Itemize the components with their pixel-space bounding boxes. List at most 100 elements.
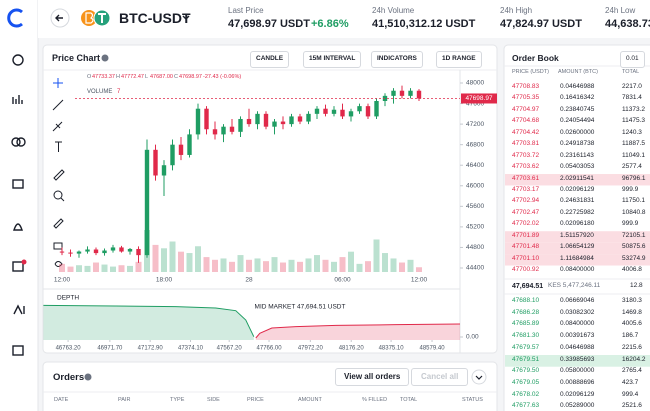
total: 11887.5	[622, 140, 646, 148]
total: 4005.6	[622, 320, 642, 328]
total: 72105.1	[622, 231, 646, 239]
price: 47703.61	[512, 174, 540, 182]
volume-bar	[382, 253, 388, 272]
pair-chevron[interactable]	[182, 15, 190, 20]
candle-body	[153, 149, 158, 176]
total: 999.9	[622, 220, 639, 228]
volume-bar	[76, 265, 82, 272]
y-tick-label: 0.00	[466, 334, 479, 341]
volume-bar	[322, 259, 329, 272]
x-tick-label: 28	[245, 277, 253, 284]
y-tick-label: 46400	[466, 162, 484, 169]
x-tick-label: 47766.00	[257, 346, 283, 352]
stat-value: 41,510,312.12 USDT	[372, 18, 476, 30]
ohlc-legend: 47733.37	[92, 74, 115, 80]
total: 1469.8	[622, 308, 642, 316]
amount: 0.06669046	[560, 297, 595, 304]
price: 47701.89	[512, 231, 540, 239]
precision-select[interactable]: 0.01	[620, 51, 645, 68]
column-header: TYPE	[170, 397, 185, 403]
amount: 0.16416342	[560, 94, 595, 102]
volume-value: 7	[117, 89, 121, 95]
candle-body	[391, 90, 396, 96]
amount: 0.24054494	[560, 117, 595, 125]
toolbar-button[interactable]: CANDLE	[250, 51, 290, 68]
total: 186.7	[622, 332, 639, 340]
candle-body	[195, 108, 201, 135]
amount: 0.24631831	[560, 197, 595, 205]
x-tick-label: 46971.70	[97, 346, 123, 352]
view-all-button[interactable]: View all orders	[335, 368, 410, 386]
total: 423.7	[622, 378, 639, 386]
y-tick-label: 46000	[466, 182, 484, 189]
candle-body	[238, 118, 243, 132]
row-highlight	[505, 242, 650, 255]
candle-body	[314, 108, 320, 114]
toolbar-button[interactable]: 1D RANGE	[436, 51, 482, 68]
expand-button[interactable]	[471, 369, 487, 385]
info-icon	[101, 54, 109, 62]
x-tick-label: 48579.40	[420, 346, 446, 352]
btc-logo	[81, 10, 97, 26]
depth-area	[255, 324, 460, 340]
stat-value: 47,824.97 USDT	[500, 18, 582, 30]
column-header: DATE	[54, 397, 69, 403]
price: 47679.50	[512, 367, 540, 375]
back-arrow	[55, 14, 63, 22]
amount: 2.02911541	[560, 174, 594, 182]
price: 47704.68	[512, 117, 540, 125]
candle-body	[68, 252, 73, 254]
volume-bar	[407, 259, 414, 272]
price: 47705.35	[512, 94, 540, 102]
total: 50875.6	[622, 243, 646, 251]
price: 47702.02	[512, 220, 540, 228]
price: 47679.57	[512, 343, 540, 351]
amount: 1.51157920	[560, 231, 594, 239]
volume-bar	[348, 251, 354, 272]
total: 11475.3	[622, 117, 646, 125]
depth-annotation: MID MARKET 47,694.51 USDT	[255, 304, 346, 311]
volume-bar	[229, 261, 235, 272]
last-price-box	[461, 93, 497, 104]
amount: 0.02096129	[560, 390, 595, 398]
volume-bar	[135, 261, 142, 272]
volume-bar	[186, 253, 193, 272]
total: 2765.4	[622, 367, 642, 375]
total: 16204.2	[622, 355, 646, 363]
price: 47702.94	[512, 197, 540, 205]
ohlc-legend: -27.43 (-0.06%)	[203, 74, 242, 80]
candle-body	[119, 247, 124, 252]
volume-bar	[373, 239, 380, 272]
y-tick-label: 44800	[466, 244, 484, 251]
cancel-all-button[interactable]: Cancel all	[411, 368, 469, 386]
logo	[7, 8, 23, 28]
toolbar-button[interactable]: INDICATORS	[371, 51, 423, 68]
price: 47679.51	[512, 355, 540, 363]
candle-body	[399, 90, 405, 96]
total: 2217.0	[622, 83, 642, 90]
volume-bar	[254, 258, 261, 272]
amount: 0.05800000	[560, 367, 595, 375]
volume-bar	[297, 261, 303, 272]
candle-body	[212, 129, 218, 135]
volume-bar	[314, 255, 320, 272]
column-header: AMOUNT	[298, 397, 322, 403]
volume-bar	[280, 262, 286, 272]
volume-bar	[110, 266, 116, 272]
toolbar-button[interactable]: 15M INTERVAL	[303, 51, 362, 68]
candle-body	[110, 247, 116, 251]
volume-bar	[399, 262, 405, 272]
total: 11373.2	[622, 105, 646, 113]
candle-body	[348, 111, 354, 117]
amount: 0.33985693	[560, 355, 595, 363]
candle-body	[246, 118, 252, 125]
mid-total: 12.8	[630, 282, 643, 289]
price: 47685.89	[512, 320, 540, 328]
x-tick-label: 47567.20	[217, 346, 243, 352]
amount: 1.06654129	[560, 243, 595, 251]
total: 4006.8	[622, 266, 642, 274]
stat-value: 47,698.97 USDT	[228, 18, 310, 30]
total: 10840.8	[622, 208, 646, 216]
candle-body	[263, 113, 269, 127]
order-book-title: Order Book	[512, 53, 559, 63]
